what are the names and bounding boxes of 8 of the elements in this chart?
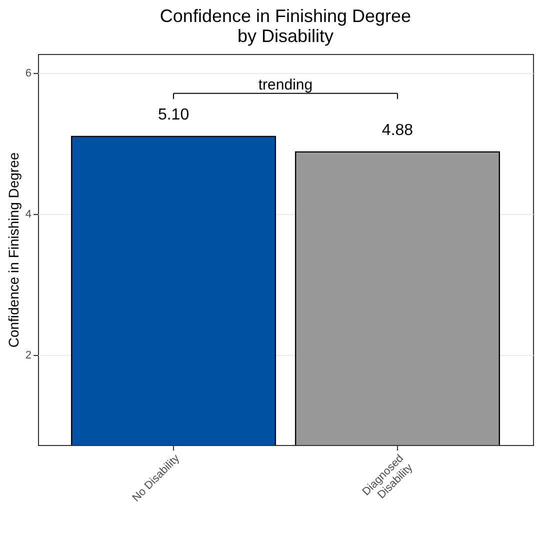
y-tick-label: 4 [25, 208, 32, 220]
data-label: 4.88 [382, 122, 414, 139]
data-label: 5.10 [158, 106, 190, 124]
y-tick-label: 2 [25, 349, 32, 362]
y-tick-label: 6 [25, 68, 32, 80]
annotation: trending [258, 76, 313, 94]
y-axis-title: Confidence in Finishing Degree [5, 152, 22, 348]
chart-title: Confidence in Finishing Degree by Disability [160, 6, 412, 46]
